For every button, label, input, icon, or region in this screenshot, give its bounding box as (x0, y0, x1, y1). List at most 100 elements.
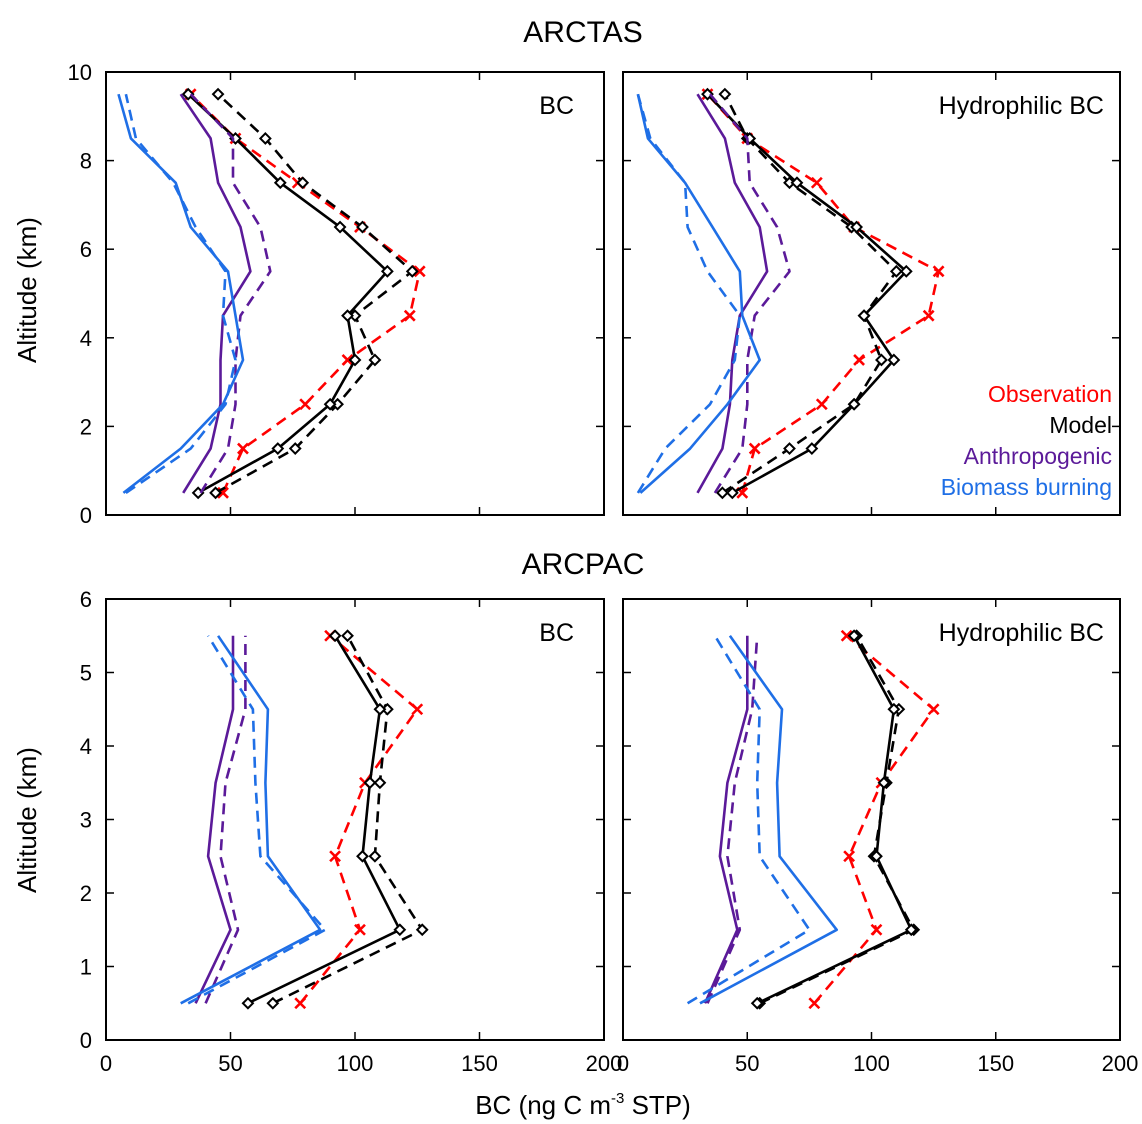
y-tick-label: 10 (68, 60, 92, 85)
series-model-point (273, 176, 287, 190)
series-model-point (805, 442, 819, 455)
series-model-point (181, 87, 195, 101)
series-model-point (348, 353, 362, 367)
series-model-point (288, 442, 302, 455)
y-tick-label: 0 (80, 1028, 92, 1053)
series-observation-point (810, 176, 823, 189)
series-model-solid-line (187, 93, 389, 495)
series-observation-point (329, 850, 341, 863)
series-model-point (373, 702, 387, 716)
x-axis-label: BC (ng C m-3 STP) (475, 1090, 691, 1120)
series-biomass-burning-solid-line (636, 93, 762, 494)
plot-frame (622, 598, 1121, 1041)
series-model-point (904, 923, 918, 937)
series-observation-dashed-line (299, 634, 419, 1005)
series-model-point (323, 397, 337, 411)
series-model-point (296, 176, 310, 190)
x-tick-label: 0 (617, 1051, 629, 1076)
plot-frame (622, 71, 1121, 516)
series-observation-point (932, 265, 945, 278)
group-title-arcpac: ARCPAC (522, 548, 645, 581)
series-model-point (889, 264, 903, 278)
series-observation-point (354, 923, 366, 936)
series-model-solid-line (756, 635, 913, 1005)
x-tick-label: 100 (337, 1051, 374, 1076)
series-biomass-burning-dashed-line (686, 635, 811, 1005)
series-observation-point (922, 309, 935, 322)
x-tick-label: 0 (100, 1051, 112, 1076)
y-axis-label-arctas: Altitude (km) (12, 217, 42, 363)
y-tick-label: 3 (80, 808, 92, 833)
series-observation-point (927, 703, 940, 716)
series-model-point (328, 629, 342, 643)
series-model-point (363, 776, 377, 790)
series-model-point (341, 309, 354, 323)
panel-label: Hydrophilic BC (939, 92, 1104, 120)
plot-frame (105, 598, 605, 1041)
series-observation-point (870, 923, 883, 936)
series-anthropogenic-solid-line (194, 635, 235, 1004)
y-tick-label: 2 (80, 881, 92, 906)
y-tick-label: 4 (80, 734, 92, 759)
series-biomass-burning-dashed-line (187, 635, 327, 1005)
series-model-point (870, 849, 883, 863)
legend-entry-anthropogenic: Anthropogenic (964, 443, 1112, 469)
series-model-point (356, 849, 369, 863)
series-model-point (241, 996, 255, 1010)
series-observation-point (840, 629, 853, 642)
series-model-point (415, 923, 429, 937)
series-anthropogenic-dashed-line (189, 93, 272, 494)
series-model-point (393, 923, 407, 937)
series-model-point (850, 220, 864, 234)
series-anthropogenic-dashed-line (706, 635, 759, 1004)
series-model-point (847, 629, 861, 643)
series-biomass-burning-solid-line (699, 635, 839, 1005)
series-model-point (725, 486, 739, 500)
x-tick-label: 50 (218, 1051, 242, 1076)
plot-frame (105, 71, 605, 516)
series-model-dashed-line (214, 93, 414, 495)
series-observation-point (294, 997, 307, 1010)
series-anthropogenic-solid-line (703, 635, 749, 1004)
series-model-point (333, 220, 347, 234)
series-model-point (899, 264, 913, 278)
series-model-point (266, 996, 280, 1010)
legend: Observation Model Anthropogenic Biomass bur… (941, 381, 1112, 500)
series-observation-point (413, 265, 426, 278)
y-tick-label: 1 (80, 955, 92, 980)
series-observation-point (237, 442, 249, 455)
series-model-point (368, 353, 382, 367)
series-model-point (715, 486, 729, 500)
series-observation-point (411, 703, 424, 716)
y-tick-label: 6 (80, 587, 92, 612)
series-model-point (857, 309, 871, 323)
x-tick-label: 150 (461, 1051, 498, 1076)
legend-entry-biomass-burning: Biomass burning (941, 474, 1112, 500)
series-observation-point (853, 354, 865, 366)
panel-arctas-hydrophilic: Hydrophilic BC (622, 71, 1121, 516)
series-model-point (380, 264, 394, 278)
series-anthropogenic-solid-line (179, 93, 252, 494)
y-tick-label: 8 (80, 149, 92, 174)
series-model-point (783, 442, 796, 455)
series-model-point (211, 87, 225, 101)
series-model-point (368, 849, 382, 863)
series-model-point (750, 996, 764, 1010)
series-model-point (341, 629, 354, 643)
series-model-point (701, 87, 714, 101)
series-observation-point (808, 997, 821, 1010)
series-observation-point (843, 850, 856, 863)
x-tick-label: 200 (1102, 1051, 1139, 1076)
series-biomass-burning-dashed-line (124, 93, 237, 494)
series-model-point (271, 442, 285, 455)
series-observation-point (815, 398, 828, 411)
series-model-point (887, 702, 901, 716)
y-tick-label: 5 (80, 661, 92, 686)
y-axis-label-arcpac: Altitude (km) (12, 747, 42, 893)
series-model-dashed-line (272, 635, 424, 1005)
series-biomass-burning-solid-line (180, 635, 322, 1005)
series-model-point (718, 87, 732, 101)
group-title-arctas: ARCTAS (523, 16, 642, 49)
series-model-point (887, 353, 901, 367)
